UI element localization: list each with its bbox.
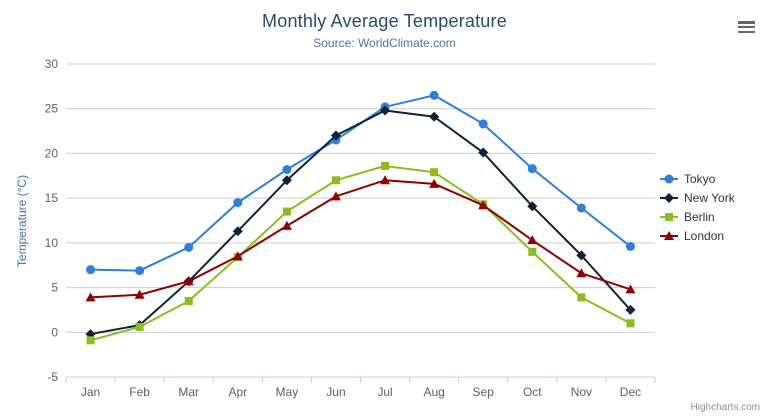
data-point-london-Feb[interactable] — [134, 289, 145, 299]
y-axis-tick-label: 0 — [51, 325, 58, 339]
data-point-berlin-Nov[interactable] — [577, 293, 586, 302]
data-point-berlin-Oct[interactable] — [528, 247, 537, 256]
data-point-london-Jul[interactable] — [380, 175, 391, 185]
legend-triangle-icon — [660, 231, 678, 240]
data-point-berlin-Mar[interactable] — [184, 296, 193, 305]
data-point-tokyo-Feb[interactable] — [135, 266, 145, 276]
menu-bar — [738, 30, 755, 33]
data-point-london-May[interactable] — [281, 220, 292, 230]
x-axis-tick-label: Nov — [571, 385, 592, 399]
data-point-berlin-Jan[interactable] — [86, 336, 95, 345]
data-point-london-Jun[interactable] — [330, 191, 341, 201]
data-point-london-Apr[interactable] — [232, 251, 243, 261]
data-point-tokyo-Oct[interactable] — [527, 164, 537, 174]
legend-item-label: New York — [684, 191, 735, 205]
x-axis-tick-label: Sep — [473, 385, 495, 399]
chart-subtitle: Source: WorldClimate.com — [313, 36, 456, 50]
x-axis-tick-label: May — [276, 385, 299, 399]
data-point-new-york-May[interactable] — [281, 175, 292, 186]
legend: Tokyo New York Berlin London — [659, 172, 735, 243]
data-point-london-Jan[interactable] — [85, 292, 96, 302]
legend-marker-tokyo — [664, 174, 674, 184]
data-point-berlin-Aug[interactable] — [430, 168, 439, 177]
data-point-tokyo-Mar[interactable] — [184, 242, 194, 252]
x-axis-tick-label: Apr — [228, 385, 247, 399]
x-axis-tick-label: Jun — [326, 385, 345, 399]
y-axis-tick-label: 5 — [51, 281, 58, 295]
data-point-london-Oct[interactable] — [527, 235, 538, 245]
data-point-tokyo-Jan[interactable] — [86, 265, 96, 275]
y-axis-tick-label: 20 — [45, 146, 59, 160]
x-axis-tick-label: Jan — [81, 385, 100, 399]
series-line-new-york — [89, 109, 632, 336]
data-point-new-york-Sep[interactable] — [478, 147, 489, 158]
data-point-berlin-Feb[interactable] — [135, 322, 144, 331]
data-point-london-Mar[interactable] — [183, 276, 194, 286]
data-point-new-york-Oct[interactable] — [527, 201, 538, 212]
series-line-berlin — [89, 164, 632, 342]
x-axis-tick-label: Mar — [178, 385, 199, 399]
data-point-berlin-May[interactable] — [282, 207, 291, 216]
data-point-tokyo-Dec[interactable] — [625, 241, 635, 251]
credits-link[interactable]: Highcharts.com — [690, 402, 760, 413]
x-axis-tick-label: Oct — [523, 385, 542, 399]
data-point-london-Nov[interactable] — [576, 268, 587, 278]
legend-square-icon — [660, 213, 678, 221]
data-point-new-york-Jun[interactable] — [330, 130, 341, 141]
data-point-london-Aug[interactable] — [429, 178, 440, 188]
x-axis-tick-label: Feb — [129, 385, 150, 399]
data-point-tokyo-Apr[interactable] — [233, 198, 243, 208]
menu-bar — [738, 21, 755, 24]
legend-item-label: Tokyo — [684, 172, 716, 186]
x-axis-tick-label: Jul — [377, 385, 392, 399]
y-axis-tick-label: 10 — [45, 236, 59, 250]
legend-item-tokyo[interactable]: Tokyo — [659, 172, 735, 186]
data-point-berlin-Jun[interactable] — [331, 176, 340, 185]
data-point-tokyo-Sep[interactable] — [478, 119, 488, 129]
legend-marker-new-york — [664, 193, 674, 203]
data-point-berlin-Jul[interactable] — [381, 161, 390, 170]
data-point-tokyo-Aug[interactable] — [429, 90, 439, 100]
data-point-new-york-Nov[interactable] — [576, 250, 587, 261]
legend-item-london[interactable]: London — [659, 229, 735, 243]
legend-item-label: Berlin — [684, 210, 715, 224]
y-axis-tick-label: 30 — [45, 57, 59, 71]
hamburger-menu-icon[interactable] — [738, 21, 755, 33]
y-axis-tick-label: -5 — [47, 370, 58, 384]
series-line-london — [89, 179, 632, 299]
y-axis-tick-label: 15 — [45, 191, 59, 205]
series-line-tokyo — [89, 94, 632, 272]
x-axis-tick-label: Dec — [620, 385, 641, 399]
data-point-new-york-Apr[interactable] — [232, 226, 243, 237]
y-axis-title: Temperature (°C) — [15, 174, 29, 268]
data-point-new-york-Aug[interactable] — [429, 111, 440, 122]
legend-marker-berlin — [665, 213, 673, 221]
x-axis-tick-label: Aug — [423, 385, 444, 399]
data-point-tokyo-Nov[interactable] — [576, 203, 586, 213]
menu-bar — [738, 25, 755, 29]
y-axis-tick-label: 25 — [45, 102, 59, 116]
legend-marker-london — [664, 231, 674, 240]
data-point-berlin-Dec[interactable] — [626, 319, 635, 328]
legend-item-label: London — [684, 229, 725, 243]
data-point-tokyo-May[interactable] — [282, 165, 292, 175]
chart-title: Monthly Average Temperature — [262, 11, 507, 31]
data-point-london-Sep[interactable] — [478, 200, 489, 210]
legend-item-new-york[interactable]: New York — [659, 191, 735, 205]
legend-item-berlin[interactable]: Berlin — [659, 210, 735, 224]
data-point-new-york-Dec[interactable] — [625, 304, 636, 315]
legend-diamond-icon — [660, 193, 678, 203]
data-point-new-york-Jul[interactable] — [380, 105, 391, 116]
data-point-london-Dec[interactable] — [625, 284, 636, 294]
legend-circle-icon — [660, 174, 678, 184]
